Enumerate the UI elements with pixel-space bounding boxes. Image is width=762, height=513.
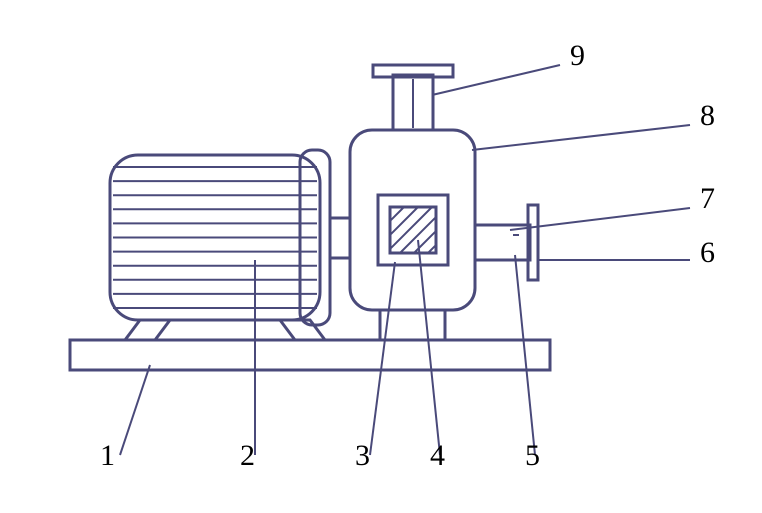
outlet-flange [528, 205, 538, 280]
label-5: 5 [525, 439, 540, 472]
label-1: 1 [100, 439, 115, 472]
label-3: 3 [355, 439, 370, 472]
label-8: 8 [700, 99, 715, 132]
leader-9 [432, 65, 560, 95]
label-6: 6 [700, 236, 715, 269]
leader-5 [515, 255, 535, 455]
pump-diagram: 1 2 3 4 5 6 7 8 9 [0, 0, 762, 513]
label-9: 9 [570, 39, 585, 72]
motor-shaft [330, 218, 350, 258]
pump-foot [380, 310, 445, 340]
base-plate [70, 340, 550, 370]
leader-8 [472, 125, 690, 150]
outlet-pipe [475, 225, 530, 260]
label-2: 2 [240, 439, 255, 472]
leader-1 [120, 365, 150, 455]
label-7: 7 [700, 182, 715, 215]
label-4: 4 [430, 439, 445, 472]
